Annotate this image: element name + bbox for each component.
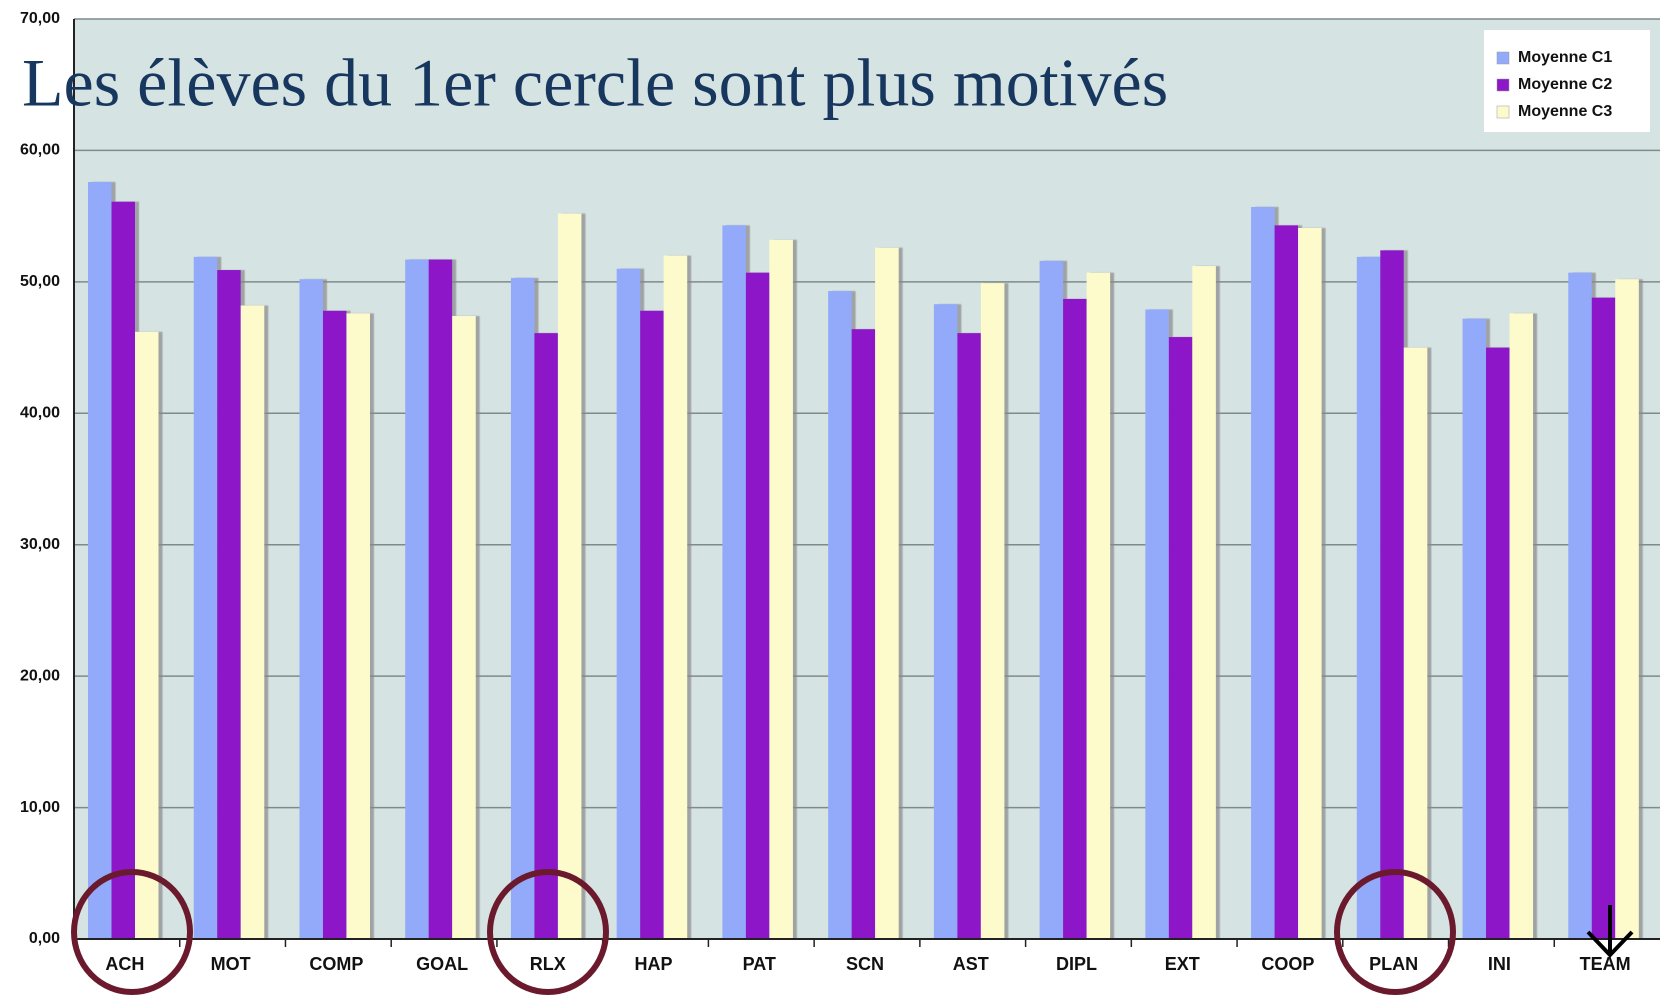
bar: [1274, 225, 1299, 940]
bar: [510, 277, 535, 939]
bar: [299, 279, 323, 939]
bar: [1039, 260, 1064, 939]
y-tick-label: 50,00: [20, 273, 60, 290]
bar: [722, 225, 746, 940]
y-tick-label: 20,00: [20, 667, 60, 684]
bar: [1086, 272, 1111, 940]
bar: [193, 256, 218, 939]
bar: [1192, 266, 1216, 940]
y-tick-label: 60,00: [20, 142, 60, 159]
y-tick-label: 10,00: [20, 799, 60, 816]
annotations: [71, 869, 1456, 995]
bar: [875, 247, 899, 939]
bar: [769, 239, 793, 940]
bar: [217, 270, 241, 939]
highlight-circle: [71, 869, 193, 995]
bar: [405, 259, 429, 939]
bar: [1168, 337, 1193, 939]
x-tick-label: COMP: [309, 954, 363, 974]
bar: [1568, 272, 1592, 940]
x-tick-label: COOP: [1261, 954, 1314, 974]
bar: [1486, 347, 1510, 940]
bar: [88, 181, 112, 939]
bar: [957, 333, 981, 940]
bar: [322, 310, 347, 939]
x-tick-label: EXT: [1165, 954, 1200, 974]
x-tick-label: DIPL: [1056, 954, 1097, 974]
highlight-circle: [1334, 869, 1456, 995]
bar: [452, 316, 476, 939]
bar: [1251, 206, 1275, 939]
x-tick-label: TEAM: [1580, 954, 1631, 974]
bar: [1462, 318, 1487, 940]
bar: [1380, 250, 1404, 940]
bar: [1298, 227, 1322, 939]
legend-label: Moyenne C1: [1518, 49, 1612, 66]
arrow: [1586, 905, 1634, 958]
y-tick-label: 70,00: [20, 10, 60, 27]
legend: Moyenne C1 Moyenne C2 Moyenne C3: [1484, 30, 1650, 132]
legend-swatch: [1496, 78, 1510, 92]
bar: [980, 283, 1005, 940]
chart-title: Les élèves du 1er cercle sont plus motiv…: [22, 45, 1168, 121]
bar: [745, 272, 770, 940]
x-tick-label: ACH: [105, 954, 144, 974]
bar: [1509, 313, 1534, 939]
y-tick-label: 30,00: [20, 536, 60, 553]
bar: [111, 201, 135, 939]
legend-swatch: [1496, 105, 1510, 119]
bar: [1145, 309, 1169, 939]
bar: [1403, 347, 1428, 940]
x-tick-label: SCN: [846, 954, 884, 974]
bar: [933, 304, 958, 939]
x-tick-label: PAT: [743, 954, 776, 974]
y-tick-label: 0,00: [29, 930, 60, 947]
bar: [135, 331, 159, 939]
legend-swatch: [1496, 51, 1510, 65]
bar: [663, 255, 688, 940]
highlight-circle: [487, 869, 609, 995]
x-tick-label: GOAL: [416, 954, 468, 974]
legend-label: Moyenne C3: [1518, 103, 1612, 120]
x-tick-label: HAP: [635, 954, 673, 974]
bar: [1615, 279, 1639, 939]
bar: [557, 213, 582, 939]
bar: [1591, 297, 1616, 940]
x-tick-label: RLX: [530, 954, 566, 974]
x-tick-label: PLAN: [1369, 954, 1418, 974]
bar: [346, 313, 370, 939]
legend-box: [1484, 30, 1650, 132]
bar: [640, 310, 664, 939]
x-tick-label: MOT: [211, 954, 251, 974]
bar: [616, 268, 641, 939]
x-tick-label: AST: [953, 954, 989, 974]
bar: [534, 333, 558, 940]
legend-label: Moyenne C2: [1518, 76, 1612, 93]
bar: [428, 259, 453, 939]
y-tick-label: 40,00: [20, 405, 60, 422]
x-tick-label: INI: [1488, 954, 1511, 974]
bar: [240, 305, 265, 939]
bar: [1063, 298, 1087, 939]
bar: [851, 329, 876, 940]
bar: [828, 291, 852, 939]
bar: [1356, 256, 1381, 939]
